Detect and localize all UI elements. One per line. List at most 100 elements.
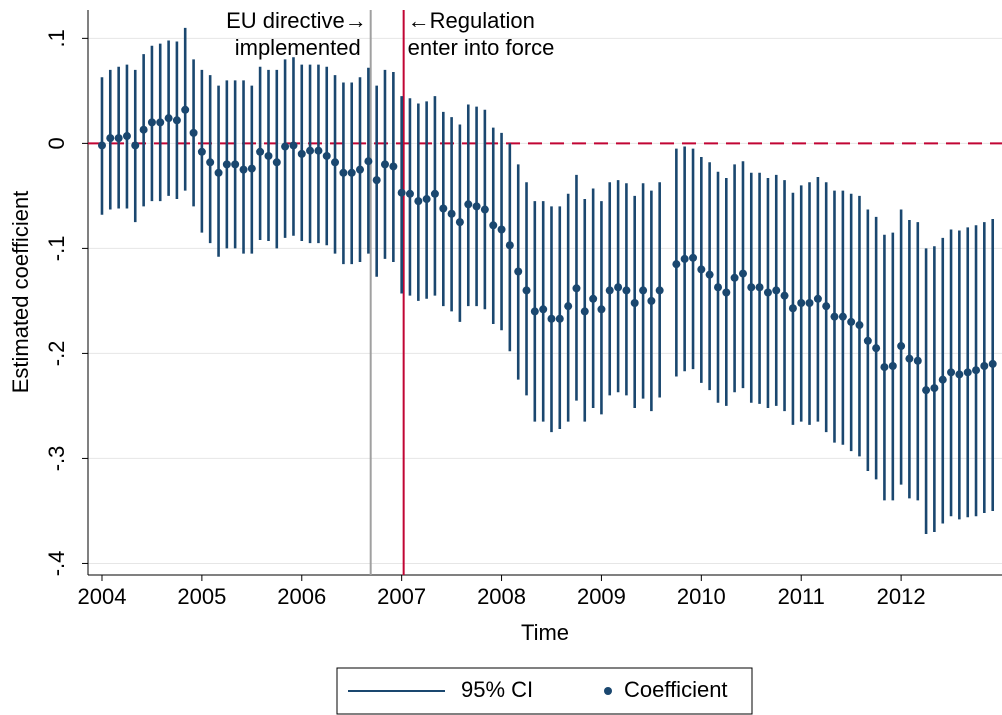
x-tick-label: 2009 <box>577 584 626 609</box>
coefficient-point <box>530 307 539 316</box>
coefficient-point <box>139 125 148 134</box>
coefficient-point <box>397 188 406 197</box>
coefficient-point <box>697 265 706 274</box>
coefficient-point <box>597 305 606 314</box>
coefficient-point <box>622 286 631 295</box>
x-axis-label: Time <box>521 620 569 645</box>
coefficient-point <box>439 204 448 213</box>
coefficient-point <box>306 146 315 155</box>
coefficient-point <box>947 368 956 377</box>
coefficient-point <box>922 386 931 395</box>
coefficient-point <box>247 164 256 173</box>
annotation: EU directive→ <box>226 8 367 33</box>
coefficient-point <box>572 284 581 293</box>
coefficient-point <box>905 354 914 363</box>
coefficient-point <box>264 151 273 160</box>
coefficient-point <box>763 288 772 297</box>
coefficient-point <box>655 286 664 295</box>
coefficient-point <box>972 366 981 375</box>
coefficient-point <box>181 105 190 114</box>
coefficient-point <box>630 299 639 308</box>
coefficient-point <box>447 209 456 218</box>
coefficient-point <box>347 168 356 177</box>
coefficient-point <box>930 384 939 393</box>
coefficient-point <box>938 375 947 384</box>
coefficient-point <box>97 141 106 150</box>
coefficient-point <box>555 314 564 323</box>
x-tick-label: 2007 <box>377 584 426 609</box>
coefficient-point <box>755 283 764 292</box>
coefficient-point <box>522 286 531 295</box>
coefficient-point <box>331 158 340 167</box>
coefficient-point <box>564 302 573 311</box>
coefficient-point <box>322 151 331 160</box>
coefficient-point <box>206 158 215 167</box>
coefficient-point <box>539 305 548 314</box>
coefficient-point <box>489 221 498 230</box>
coefficient-point <box>863 336 872 345</box>
coefficient-point <box>239 165 248 174</box>
coefficient-point <box>106 134 115 143</box>
x-tick-label: 2004 <box>78 584 127 609</box>
coefficient-point <box>689 253 698 262</box>
coefficient-point <box>838 312 847 321</box>
coefficient-point <box>722 288 731 297</box>
coefficient-point <box>256 147 265 156</box>
coefficient-point <box>955 370 964 379</box>
coefficient-point <box>272 158 281 167</box>
coefficient-point <box>314 146 323 155</box>
coefficient-point <box>738 269 747 278</box>
y-axis-label: Estimated coefficient <box>8 191 33 394</box>
coefficient-point <box>813 294 822 303</box>
coefficient-point <box>480 205 489 214</box>
coefficient-point <box>872 344 881 353</box>
y-tick-label: .1 <box>44 29 69 47</box>
coefficient-point <box>464 200 473 209</box>
coefficient-point <box>281 142 290 151</box>
coefficient-point <box>356 165 365 174</box>
coefficient-point <box>647 296 656 305</box>
coefficient-point <box>830 312 839 321</box>
y-tick-label: -.3 <box>44 446 69 472</box>
x-tick-label: 2011 <box>778 584 825 609</box>
coefficient-point <box>497 225 506 234</box>
coefficient-point <box>897 342 906 351</box>
coefficient-point <box>297 149 306 158</box>
coefficient-point <box>405 189 414 198</box>
coefficient-point <box>430 189 439 198</box>
x-tick-label: 2008 <box>477 584 526 609</box>
coefficient-point <box>614 283 623 292</box>
coefficient-point <box>747 283 756 292</box>
coefficient-point <box>514 267 523 276</box>
annotation: ←Regulation <box>408 8 535 33</box>
x-tick-label: 2005 <box>177 584 226 609</box>
coefficient-point <box>131 141 140 150</box>
coefficient-point <box>963 368 972 377</box>
coefficient-point <box>547 314 556 323</box>
coefficient-point <box>672 260 681 269</box>
y-tick-label: -.4 <box>44 551 69 577</box>
coefficient-point <box>797 299 806 308</box>
coefficient-point <box>172 116 181 125</box>
y-tick-label: -.1 <box>44 236 69 262</box>
coefficient-point <box>222 160 231 169</box>
coefficient-point <box>339 168 348 177</box>
coefficient-point <box>589 294 598 303</box>
coefficient-point <box>197 147 206 156</box>
coefficient-point <box>380 160 389 169</box>
coefficient-point <box>289 141 298 150</box>
coefficient-point <box>422 195 431 204</box>
coefficient-point <box>705 270 714 279</box>
coefficient-point <box>680 254 689 263</box>
coefficient-point <box>455 218 464 227</box>
coefficient-point <box>855 321 864 330</box>
coefficient-point <box>372 176 381 185</box>
legend-label: 95% CI <box>461 677 533 702</box>
coefficient-point <box>189 128 198 137</box>
coefficient-point <box>164 114 173 123</box>
legend-swatch <box>604 687 612 695</box>
x-tick-label: 2006 <box>277 584 326 609</box>
coefficient-point <box>980 362 989 371</box>
coefficient-point <box>730 273 739 282</box>
